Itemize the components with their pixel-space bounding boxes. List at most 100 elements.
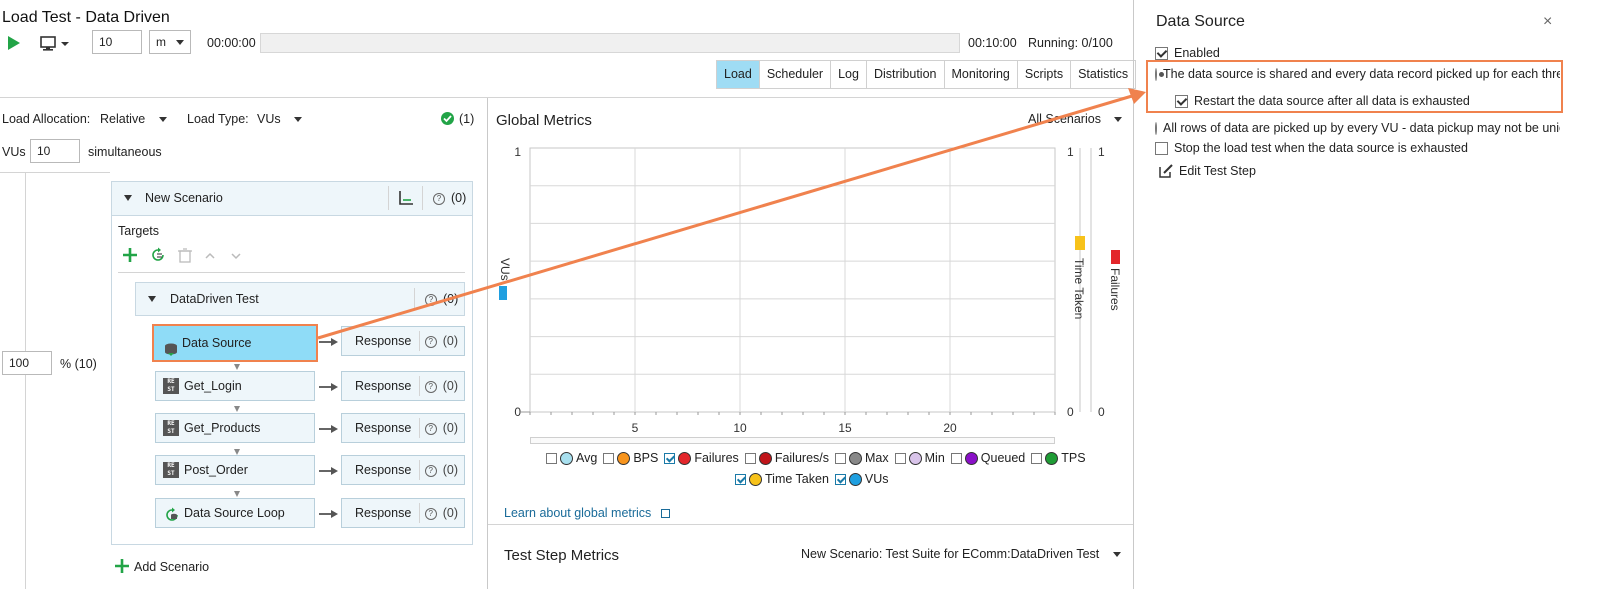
- panel-divider: [1133, 0, 1134, 589]
- load-allocation-value: Relative: [100, 112, 146, 126]
- test-step-get-login[interactable]: RE ST Get_Login: [155, 371, 315, 401]
- chart-range-scrollbar[interactable]: [530, 437, 1055, 444]
- divider: [419, 331, 420, 351]
- y-right1-tick-label: 0: [1067, 405, 1074, 419]
- scenario-header[interactable]: [112, 182, 472, 216]
- delete-icon[interactable]: [177, 247, 193, 263]
- move-up-icon[interactable]: [204, 250, 216, 260]
- vus-input[interactable]: 10: [30, 139, 80, 163]
- rest-icon: RE ST: [163, 420, 179, 436]
- loop-icon: [164, 505, 180, 521]
- response-assertion[interactable]: Response? (0): [341, 413, 465, 443]
- legend-item-min[interactable]: Min: [894, 451, 945, 465]
- tab-monitoring[interactable]: Monitoring: [944, 61, 1018, 88]
- legend-item-avg[interactable]: Avg: [546, 451, 597, 465]
- tab-statistics[interactable]: Statistics: [1071, 61, 1136, 88]
- legend-item-vus[interactable]: VUs: [834, 472, 889, 486]
- series-color-swatch: [617, 451, 631, 465]
- checkbox-icon: [894, 452, 906, 464]
- move-down-icon[interactable]: [230, 250, 242, 260]
- add-scenario-icon[interactable]: [115, 559, 129, 573]
- series-color-swatch: [560, 451, 573, 465]
- learn-link-text: Learn about global metrics: [504, 506, 652, 520]
- enabled-checkbox[interactable]: Enabled: [1155, 46, 1220, 60]
- allrows-radio[interactable]: All rows of data are picked up by every …: [1155, 121, 1560, 135]
- collapse-icon[interactable]: [124, 195, 132, 201]
- y-left-axis-label: VUs: [498, 258, 512, 281]
- legend-item-time-taken[interactable]: Time Taken: [735, 472, 829, 486]
- test-step-metrics-title: Test Step Metrics: [504, 547, 620, 564]
- legend-item-bps[interactable]: BPS: [603, 451, 658, 465]
- chart-legend: Avg BPS Failures Failures/s Max Min Queued TPS: [546, 451, 1092, 465]
- checkbox-icon: [835, 452, 846, 464]
- test-step-data-source-loop[interactable]: Data Source Loop: [155, 498, 315, 528]
- y-right2-tick-label: 1: [1098, 145, 1105, 159]
- legend-item-tps[interactable]: TPS: [1031, 451, 1086, 465]
- response-assertion[interactable]: Response? (0): [341, 326, 465, 356]
- learn-global-metrics-link[interactable]: Learn about global metrics: [504, 506, 670, 520]
- restart-checkbox[interactable]: Restart the data source after all data i…: [1175, 94, 1470, 108]
- test-step-filter-select[interactable]: New Scenario: Test Suite for EComm:DataD…: [801, 547, 1121, 561]
- legend-item-failures[interactable]: Failures: [664, 451, 739, 465]
- load-type-select[interactable]: VUs: [257, 112, 303, 126]
- shared-radio[interactable]: The data source is shared and every data…: [1155, 67, 1560, 81]
- checkbox-icon: [1031, 452, 1043, 464]
- legend-item-failures-s[interactable]: Failures/s: [744, 451, 829, 465]
- add-scenario-button[interactable]: Add Scenario: [134, 560, 210, 574]
- response-count: (0): [442, 463, 458, 477]
- response-assertion[interactable]: Response? (0): [341, 498, 465, 528]
- legend-label: TPS: [1061, 451, 1086, 465]
- collapse-icon[interactable]: [148, 296, 156, 302]
- tab-load[interactable]: Load: [717, 61, 760, 88]
- response-assertion[interactable]: Response? (0): [341, 455, 465, 485]
- connector-arrow: [319, 508, 339, 518]
- checkbox-icon: [834, 473, 846, 485]
- stop-checkbox[interactable]: Stop the load test when the data source …: [1155, 141, 1468, 155]
- tab-scheduler[interactable]: Scheduler: [759, 61, 832, 88]
- tab-scripts[interactable]: Scripts: [1017, 61, 1072, 88]
- load-allocation-select[interactable]: Relative: [100, 112, 167, 126]
- allrows-label: All rows of data are picked up by every …: [1163, 121, 1560, 135]
- legend-item-max[interactable]: Max: [835, 451, 889, 465]
- tab-distribution[interactable]: Distribution: [866, 61, 945, 88]
- test-step-data-source[interactable]: Data Source: [152, 324, 318, 362]
- duration-input[interactable]: 10: [92, 30, 142, 54]
- tab-log[interactable]: Log: [831, 61, 867, 88]
- test-step-post-order[interactable]: RE ST Post_Order: [155, 455, 315, 485]
- panel-divider: [487, 98, 488, 589]
- monitor-icon[interactable]: [40, 36, 70, 52]
- divider: [0, 97, 1133, 98]
- legend-label: Min: [924, 451, 945, 465]
- edit-test-step-button[interactable]: Edit Test Step: [1158, 163, 1256, 179]
- check-circle-icon: [441, 112, 454, 125]
- response-assertion[interactable]: Response? (0): [341, 371, 465, 401]
- duration-unit-select[interactable]: m: [149, 30, 191, 54]
- test-step-get-products[interactable]: RE ST Get_Products: [155, 413, 315, 443]
- response-stats: ? (0): [424, 414, 458, 442]
- datasource-icon: [164, 336, 178, 356]
- enabled-label: Enabled: [1174, 46, 1220, 60]
- legend-item-queued[interactable]: Queued: [950, 451, 1025, 465]
- status-count: (1): [459, 112, 475, 126]
- divider: [419, 503, 420, 523]
- divider: [422, 186, 423, 210]
- progress-bar: [260, 33, 960, 53]
- add-icon[interactable]: [122, 247, 138, 263]
- scenario-stats[interactable]: ? (0): [433, 191, 466, 205]
- checkbox-icon: [1155, 46, 1168, 60]
- connector-arrow: [234, 361, 240, 370]
- play-icon[interactable]: [8, 36, 20, 50]
- refresh-icon[interactable]: [150, 247, 166, 263]
- divider: [419, 418, 420, 438]
- divider: [419, 376, 420, 396]
- close-icon[interactable]: ×: [1543, 13, 1553, 30]
- load-type-label: Load Type:: [187, 112, 249, 126]
- checkbox-icon: [735, 473, 746, 485]
- connector-arrow: [234, 446, 240, 455]
- chart-icon[interactable]: [398, 190, 414, 206]
- allocation-slider-track[interactable]: [25, 172, 26, 589]
- series-color-swatch: [964, 451, 978, 465]
- percent-input[interactable]: 100: [2, 351, 52, 375]
